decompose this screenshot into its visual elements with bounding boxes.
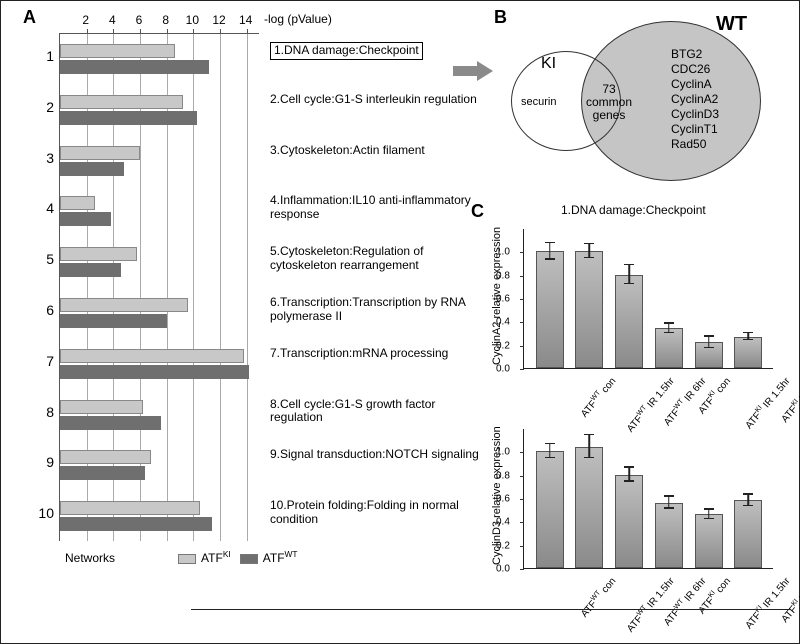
bar-ki	[60, 247, 137, 261]
gene-item: BTG2	[671, 47, 719, 62]
network-row: 99.Signal transduction:NOTCH signaling	[60, 440, 259, 491]
bar	[655, 328, 683, 368]
gene-item: CyclinT1	[671, 122, 719, 137]
bar	[536, 451, 564, 568]
axis-label: -log (pValue)	[264, 12, 332, 26]
network-number: 3	[30, 150, 54, 166]
bar-wt	[60, 466, 145, 480]
network-label: 2.Cell cycle:G1-S interleukin regulation	[270, 93, 490, 107]
bar	[695, 514, 723, 568]
legend-wt: ATFWT	[263, 551, 298, 565]
legend-swatch-ki	[178, 554, 196, 564]
bar-ki	[60, 146, 140, 160]
bar-wt	[60, 60, 209, 74]
venn-gene-list: BTG2CDC26CyclinACyclinA2CyclinD3CyclinT1…	[671, 47, 719, 152]
bar-ki	[60, 400, 143, 414]
legend-networks: Networks	[65, 551, 115, 565]
network-number: 2	[30, 99, 54, 115]
bar-ki	[60, 44, 175, 58]
gene-item: CyclinA	[671, 77, 719, 92]
bar-wt	[60, 212, 111, 226]
network-row: 1010.Protein folding:Folding in normal c…	[60, 491, 259, 542]
bar-ki	[60, 450, 151, 464]
y-axis-label: CyclinD3 relative expression	[491, 426, 503, 565]
bar-chart: 0.00.20.40.60.81.0	[523, 429, 773, 569]
venn-securin: securin	[521, 96, 556, 108]
bar	[655, 503, 683, 568]
network-number: 7	[30, 353, 54, 369]
gene-item: CyclinD3	[671, 107, 719, 122]
network-label: 10.Protein folding:Folding in normal con…	[270, 499, 490, 527]
bar	[575, 251, 603, 368]
network-label: 9.Signal transduction:NOTCH signaling	[270, 448, 490, 462]
bar-wt	[60, 263, 121, 277]
bar	[615, 475, 643, 568]
gene-item: CDC26	[671, 62, 719, 77]
venn-wt-label: WT	[716, 13, 747, 36]
x-axis-label: ATFWT con	[578, 575, 618, 620]
network-row: 11.DNA damage:Checkpoint	[60, 34, 259, 85]
panel-a: 2468101214 -log (pValue) 11.DNA damage:C…	[19, 9, 459, 569]
gene-item: CyclinA2	[671, 92, 719, 107]
network-number: 5	[30, 251, 54, 267]
network-row: 22.Cell cycle:G1-S interleukin regulatio…	[60, 85, 259, 136]
bar-ki	[60, 298, 188, 312]
network-row: 77.Transcription:mRNA processing	[60, 339, 259, 390]
axis-ticks: 2468101214	[59, 13, 259, 33]
legend-ki: ATFKI	[201, 551, 231, 565]
y-axis-label: CyclinA2 relative expression	[491, 227, 503, 365]
bar-wt	[60, 314, 167, 328]
network-label: 4.Inflammation:IL10 anti-inflammatory re…	[270, 194, 490, 222]
bar	[575, 447, 603, 568]
bar-wt	[60, 365, 249, 379]
network-label: 3.Cytoskeleton:Actin filament	[270, 144, 490, 158]
network-number: 6	[30, 302, 54, 318]
legend-swatch-wt	[240, 554, 258, 564]
bar-ki	[60, 95, 183, 109]
chart-area: 11.DNA damage:Checkpoint22.Cell cycle:G1…	[59, 33, 259, 541]
network-label: 1.DNA damage:Checkpoint	[270, 42, 490, 60]
network-row: 33.Cytoskeleton:Actin filament	[60, 136, 259, 187]
bar-wt	[60, 416, 161, 430]
network-number: 4	[30, 200, 54, 216]
arrow-icon	[453, 61, 493, 81]
x-axis-label: ATFWT con	[578, 375, 618, 420]
panel-c: 1.DNA damage:Checkpoint 0.00.20.40.60.81…	[471, 201, 791, 641]
network-label: 7.Transcription:mRNA processing	[270, 347, 490, 361]
network-row: 88.Cell cycle:G1-S growth factor regulat…	[60, 390, 259, 441]
network-label: 5.Cytoskeleton:Regulation of cytoskeleto…	[270, 245, 490, 273]
bar-ki	[60, 196, 95, 210]
network-label: 6.Transcription:Transcription by RNA pol…	[270, 296, 490, 324]
network-row: 55.Cytoskeleton:Regulation of cytoskelet…	[60, 237, 259, 288]
legend: Networks ATFKI ATFWT	[65, 549, 298, 565]
network-number: 9	[30, 454, 54, 470]
gene-item: Rad50	[671, 137, 719, 152]
network-label: 8.Cell cycle:G1-S growth factor regulati…	[270, 398, 490, 426]
venn-common: 73 common genes	[586, 83, 632, 123]
bar	[734, 337, 762, 369]
panel-b-venn: KI WT securin 73 common genes BTG2CDC26C…	[491, 11, 786, 191]
bar	[615, 275, 643, 368]
bar-ki	[60, 501, 200, 515]
network-row: 66.Transcription:Transcription by RNA po…	[60, 288, 259, 339]
network-row: 44.Inflammation:IL10 anti-inflammatory r…	[60, 186, 259, 237]
bar	[536, 251, 564, 368]
footer-rule	[191, 609, 791, 610]
bar-wt	[60, 517, 212, 531]
bar	[734, 500, 762, 568]
network-number: 1	[30, 48, 54, 64]
network-number: 10	[30, 505, 54, 521]
bar-wt	[60, 162, 124, 176]
panel-c-title: 1.DNA damage:Checkpoint	[561, 203, 706, 217]
venn-ki-label: KI	[541, 55, 556, 73]
bar-chart: 0.00.20.40.60.81.0	[523, 229, 773, 369]
bar-ki	[60, 349, 244, 363]
bar-wt	[60, 111, 197, 125]
network-number: 8	[30, 404, 54, 420]
